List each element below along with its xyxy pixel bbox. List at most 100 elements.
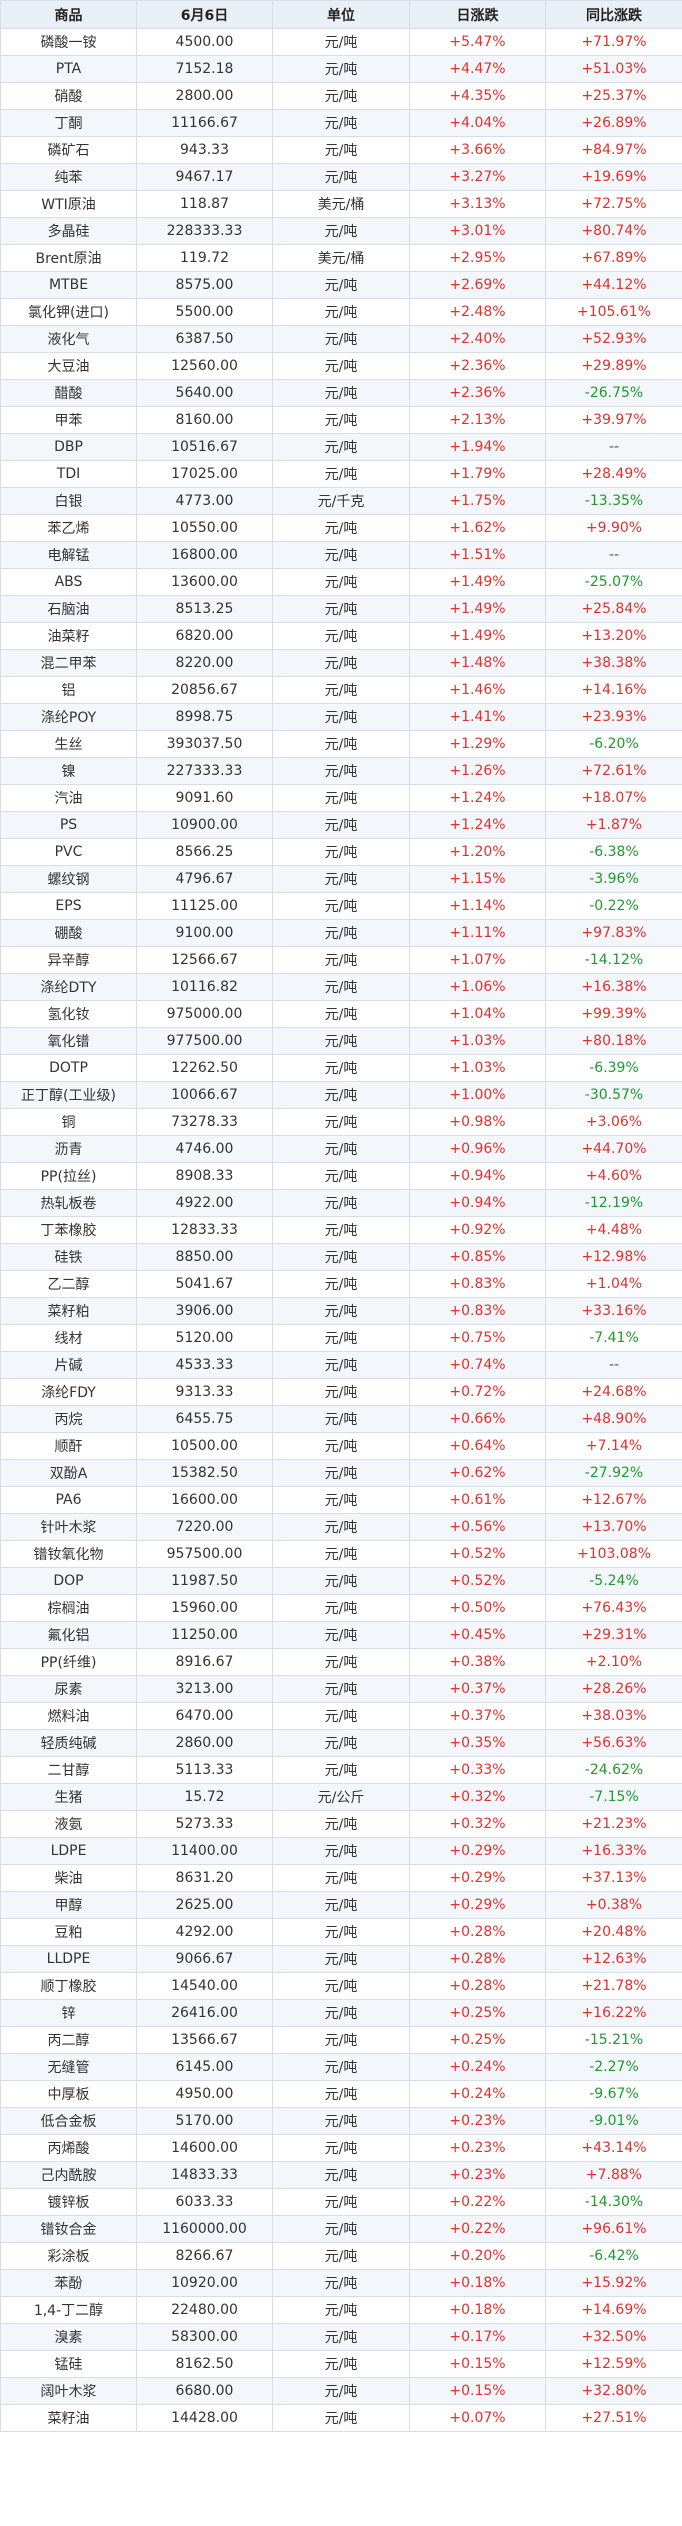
cell-yoy-change: -14.30%	[545, 2188, 682, 2216]
cell-daily-change: +2.36%	[409, 352, 546, 380]
cell-unit: 元/吨	[272, 1297, 410, 1325]
cell-daily-change: +0.32%	[409, 1783, 546, 1811]
table-row: 铜 73278.33 元/吨 +0.98% +3.06%	[0, 1108, 682, 1136]
cell-commodity: 阔叶木浆	[0, 2377, 137, 2405]
header-yoy-change: 同比涨跌	[545, 0, 682, 29]
cell-daily-change: +0.64%	[409, 1432, 546, 1460]
cell-commodity: LLDPE	[0, 1945, 137, 1973]
cell-price: 943.33	[136, 136, 273, 164]
table-row: 阔叶木浆 6680.00 元/吨 +0.15% +32.80%	[0, 2377, 682, 2405]
cell-yoy-change: --	[545, 1351, 682, 1379]
table-row: DBP 10516.67 元/吨 +1.94% --	[0, 433, 682, 461]
table-row: ABS 13600.00 元/吨 +1.49% -25.07%	[0, 568, 682, 596]
cell-commodity: 硝酸	[0, 82, 137, 110]
cell-yoy-change: -2.27%	[545, 2053, 682, 2081]
cell-yoy-change: -14.12%	[545, 946, 682, 974]
cell-daily-change: +0.98%	[409, 1108, 546, 1136]
cell-yoy-change: +52.93%	[545, 325, 682, 353]
cell-commodity: 异辛醇	[0, 946, 137, 974]
table-row: 生丝 393037.50 元/吨 +1.29% -6.20%	[0, 730, 682, 758]
cell-price: 11400.00	[136, 1837, 273, 1865]
cell-daily-change: +1.15%	[409, 865, 546, 893]
cell-price: 5273.33	[136, 1810, 273, 1838]
table-row: 低合金板 5170.00 元/吨 +0.23% -9.01%	[0, 2107, 682, 2135]
cell-daily-change: +0.94%	[409, 1189, 546, 1217]
cell-unit: 元/吨	[272, 1027, 410, 1055]
cell-unit: 元/吨	[272, 757, 410, 785]
cell-commodity: 多晶硅	[0, 217, 137, 245]
cell-commodity: ABS	[0, 568, 137, 596]
cell-daily-change: +0.74%	[409, 1351, 546, 1379]
table-row: 铝 20856.67 元/吨 +1.46% +14.16%	[0, 676, 682, 704]
cell-price: 1160000.00	[136, 2215, 273, 2243]
header-row: 商品 6月6日 单位 日涨跌 同比涨跌	[0, 0, 682, 29]
table-row: 锌 26416.00 元/吨 +0.25% +16.22%	[0, 1999, 682, 2027]
table-header: 商品 6月6日 单位 日涨跌 同比涨跌	[0, 0, 682, 29]
cell-price: 11250.00	[136, 1621, 273, 1649]
cell-commodity: 涤纶FDY	[0, 1378, 137, 1406]
table-row: PA6 16600.00 元/吨 +0.61% +12.67%	[0, 1486, 682, 1514]
cell-unit: 元/吨	[272, 2134, 410, 2162]
table-row: 锰硅 8162.50 元/吨 +0.15% +12.59%	[0, 2350, 682, 2378]
cell-yoy-change: +28.26%	[545, 1675, 682, 1703]
cell-price: 119.72	[136, 244, 273, 272]
table-row: 顺丁橡胶 14540.00 元/吨 +0.28% +21.78%	[0, 1972, 682, 2000]
cell-unit: 元/吨	[272, 1648, 410, 1676]
cell-unit: 元/吨	[272, 649, 410, 677]
cell-commodity: 白银	[0, 487, 137, 515]
cell-yoy-change: +28.49%	[545, 460, 682, 488]
cell-daily-change: +1.49%	[409, 595, 546, 623]
cell-price: 12560.00	[136, 352, 273, 380]
table-row: 片碱 4533.33 元/吨 +0.74% --	[0, 1351, 682, 1379]
cell-price: 8566.25	[136, 838, 273, 866]
cell-daily-change: +0.85%	[409, 1243, 546, 1271]
cell-price: 6387.50	[136, 325, 273, 353]
cell-unit: 元/吨	[272, 2404, 410, 2432]
table-row: 豆粕 4292.00 元/吨 +0.28% +20.48%	[0, 1918, 682, 1946]
cell-commodity: PTA	[0, 55, 137, 83]
cell-commodity: TDI	[0, 460, 137, 488]
table-row: 菜籽油 14428.00 元/吨 +0.07% +27.51%	[0, 2404, 682, 2432]
cell-price: 8513.25	[136, 595, 273, 623]
cell-price: 8575.00	[136, 271, 273, 299]
cell-daily-change: +0.28%	[409, 1945, 546, 1973]
cell-daily-change: +4.04%	[409, 109, 546, 137]
cell-yoy-change: +4.60%	[545, 1162, 682, 1190]
cell-daily-change: +5.47%	[409, 28, 546, 56]
cell-yoy-change: -13.35%	[545, 487, 682, 515]
table-row: 线材 5120.00 元/吨 +0.75% -7.41%	[0, 1324, 682, 1352]
cell-price: 7220.00	[136, 1513, 273, 1541]
cell-price: 9100.00	[136, 919, 273, 947]
table-row: 醋酸 5640.00 元/吨 +2.36% -26.75%	[0, 379, 682, 407]
table-row: 螺纹钢 4796.67 元/吨 +1.15% -3.96%	[0, 865, 682, 893]
cell-yoy-change: +26.89%	[545, 109, 682, 137]
cell-yoy-change: +80.74%	[545, 217, 682, 245]
cell-unit: 元/吨	[272, 1621, 410, 1649]
cell-yoy-change: +1.04%	[545, 1270, 682, 1298]
cell-unit: 元/吨	[272, 1729, 410, 1757]
cell-commodity: 硼酸	[0, 919, 137, 947]
cell-unit: 元/吨	[272, 1972, 410, 2000]
table-row: 生猪 15.72 元/公斤 +0.32% -7.15%	[0, 1783, 682, 1811]
cell-unit: 元/吨	[272, 919, 410, 947]
cell-daily-change: +0.52%	[409, 1540, 546, 1568]
table-row: PTA 7152.18 元/吨 +4.47% +51.03%	[0, 55, 682, 83]
cell-price: 8916.67	[136, 1648, 273, 1676]
cell-price: 957500.00	[136, 1540, 273, 1568]
cell-unit: 元/吨	[272, 568, 410, 596]
cell-daily-change: +3.01%	[409, 217, 546, 245]
cell-unit: 元/吨	[272, 1243, 410, 1271]
cell-unit: 元/吨	[272, 784, 410, 812]
table-row: 轻质纯碱 2860.00 元/吨 +0.35% +56.63%	[0, 1729, 682, 1757]
cell-price: 10500.00	[136, 1432, 273, 1460]
cell-yoy-change: +27.51%	[545, 2404, 682, 2432]
cell-unit: 元/吨	[272, 271, 410, 299]
cell-unit: 元/千克	[272, 487, 410, 515]
cell-unit: 元/吨	[272, 325, 410, 353]
cell-daily-change: +1.26%	[409, 757, 546, 785]
cell-commodity: 镨钕合金	[0, 2215, 137, 2243]
cell-daily-change: +1.51%	[409, 541, 546, 569]
cell-price: 13600.00	[136, 568, 273, 596]
cell-daily-change: +1.29%	[409, 730, 546, 758]
cell-unit: 元/吨	[272, 1675, 410, 1703]
